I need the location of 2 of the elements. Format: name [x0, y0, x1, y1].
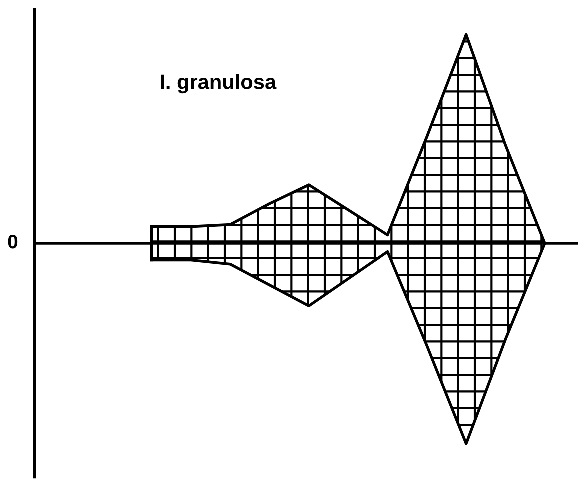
text: 0: [8, 234, 18, 249]
text: I. granulosa: [161, 74, 277, 94]
